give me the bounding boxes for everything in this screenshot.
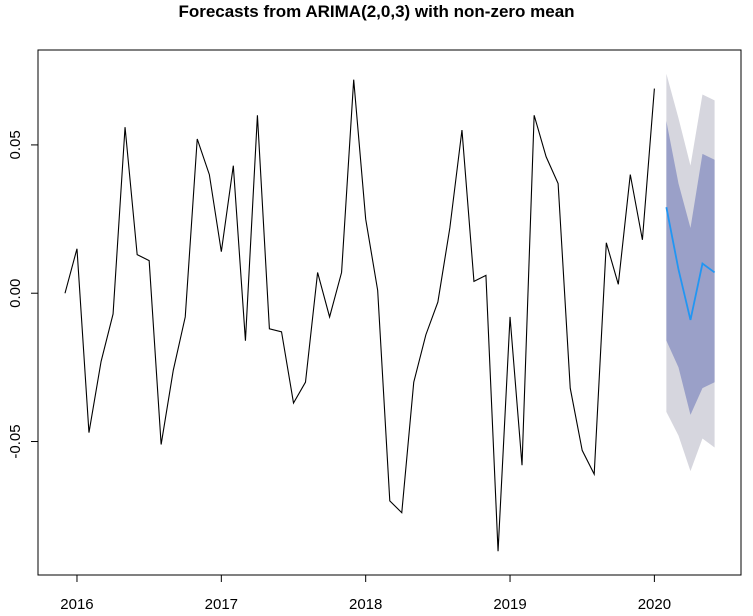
y-tick-label: 0.00: [7, 279, 24, 308]
forecast-mean-line: [665, 207, 716, 321]
x-tick-label: 2019: [493, 596, 526, 613]
chart-title: Forecasts from ARIMA(2,0,3) with non-zer…: [178, 2, 575, 21]
x-tick-label: 2020: [638, 596, 671, 613]
x-tick-label: 2018: [349, 596, 382, 613]
history-series-line: [64, 79, 655, 552]
x-tick-label: 2017: [205, 596, 238, 613]
y-tick-label: -0.05: [7, 424, 24, 458]
x-tick-label: 2016: [60, 596, 93, 613]
y-tick-label: 0.05: [7, 130, 24, 159]
plot-frame: [37, 49, 742, 576]
prediction-interval-80: [666, 121, 715, 415]
